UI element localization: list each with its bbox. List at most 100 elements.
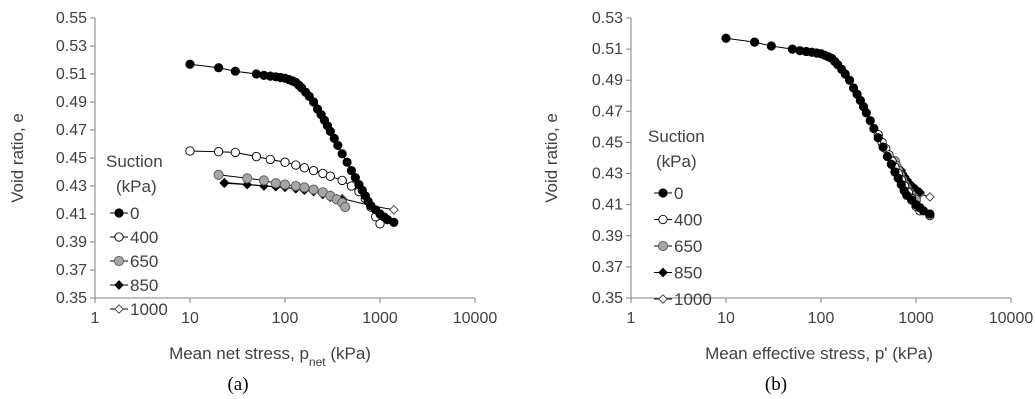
legend-label: 0 [674,184,683,203]
data-point [219,178,230,189]
data-point [925,192,935,202]
legend: Suction (kPa) 0 400 650 850 1000 [106,152,168,319]
legend-label: 650 [130,252,158,271]
data-point [265,154,275,165]
x-tick-label: 10 [717,310,735,327]
y-tick-label: 0.45 [56,150,87,167]
data-point [721,33,731,43]
legend-marker [114,280,124,290]
data-point [865,116,875,126]
y-tick-label: 0.41 [592,197,623,214]
legend-entry-400: 400 [110,228,158,247]
y-tick-label: 0.51 [56,66,87,83]
y-tick-label: 0.39 [592,228,623,245]
data-point [242,173,253,184]
data-point [886,159,896,169]
data-point [308,97,319,107]
legend-label: 1000 [130,300,168,319]
legend-entry-850: 850 [110,276,158,295]
data-point [213,63,224,73]
legend: Suction (kPa) 0 400 650 850 1000 [648,127,712,309]
y-tick-label: 0.53 [56,38,87,55]
data-point [251,151,262,162]
y-tick-label: 0.55 [56,10,87,27]
legend-entry-1000: 1000 [654,290,712,309]
x-axis-title: Mean net stress, pnet (kPa) [169,344,371,369]
data-point [308,184,319,195]
x-axis-title: Mean effective stress, p' (kPa) [705,344,933,363]
x-tick-label: 100 [272,310,299,327]
legend-label: 850 [130,276,158,295]
y-tick-labels: 0.35 0.37 0.39 0.41 0.43 0.45 0.47 0.49 0.51 0.53 [592,10,631,307]
legend-entry-1000: 1000 [110,300,168,319]
data-point [915,187,925,198]
data-point [861,108,871,118]
data-point [346,166,357,176]
data-point [185,59,195,69]
legend-marker [114,232,124,242]
y-tick-label: 0.41 [56,206,87,223]
x-tick-labels: 1 10 100 1000 10000 [627,298,1034,327]
y-tick-label: 0.47 [56,122,87,139]
data-point [258,175,269,186]
data-point [389,204,399,215]
x-tick-label: 10 [181,310,199,327]
data-series [721,33,935,221]
legend-entry-650: 650 [654,237,702,256]
data-point [869,123,879,134]
x-tick-label: 1000 [898,310,934,327]
legend-title-line-2: (kPa) [656,152,697,171]
data-point [844,75,855,85]
data-point [787,44,798,54]
data-point [213,169,224,180]
x-tick-label: 1 [91,310,100,327]
y-tick-label: 0.53 [592,10,623,27]
legend-entry-850: 850 [654,264,702,283]
data-point [325,171,335,181]
y-axis-title: Void ratio, e [8,113,27,203]
data-point [279,179,291,190]
legend-entry-0: 0 [654,184,683,203]
y-tick-label: 0.37 [592,259,623,276]
chart-panel-b: 0.35 0.37 0.39 0.41 0.43 0.45 0.47 0.49 0.51 0.53… [542,10,1033,395]
data-point [340,201,351,213]
y-tick-label: 0.39 [56,234,87,251]
legend-title-line-1: Suction [106,152,163,171]
x-axis-title-tail: (kPa) [326,344,371,363]
legend-label: 0 [130,204,139,223]
legend-marker [658,294,668,304]
data-point [213,147,224,157]
y-tick-label: 0.43 [592,166,623,183]
y-tick-labels: 0.35 0.37 0.39 0.41 0.43 0.45 0.47 0.49 0.51 0.53… [56,10,95,307]
legend-marker [658,214,668,225]
data-point [280,157,290,167]
data-series [185,59,399,229]
legend-entry-0: 0 [110,204,139,223]
x-tick-label: 10000 [989,310,1034,327]
x-tick-label: 1000 [362,310,398,327]
y-axis-title: Void ratio, e [542,113,561,203]
legend-title-line-2: (kPa) [116,177,157,196]
data-point [925,209,935,219]
chart-panel-a: 0.35 0.37 0.39 0.41 0.43 0.45 0.47 0.49 0.51 0.53… [8,10,497,395]
legend-entry-400: 400 [654,211,702,230]
x-tick-label: 100 [808,310,835,327]
legend-marker [114,208,124,218]
y-tick-label: 0.35 [592,290,623,307]
legend-entry-650: 650 [110,252,158,271]
data-point [299,163,310,173]
data-point [251,69,262,79]
legend-label: 400 [130,228,158,247]
legend-marker [114,304,124,314]
legend-marker [658,188,668,198]
x-axis-title-subscript: net [309,355,326,369]
panel-label-a: (a) [227,374,248,395]
legend-label: 850 [674,264,702,283]
legend-marker [657,240,669,252]
x-tick-label: 10000 [453,310,498,327]
y-tick-label: 0.49 [56,94,87,111]
data-point [882,151,893,162]
data-point [308,165,319,176]
x-tick-label: 1 [627,310,636,327]
legend-title-line-1: Suction [648,127,705,146]
